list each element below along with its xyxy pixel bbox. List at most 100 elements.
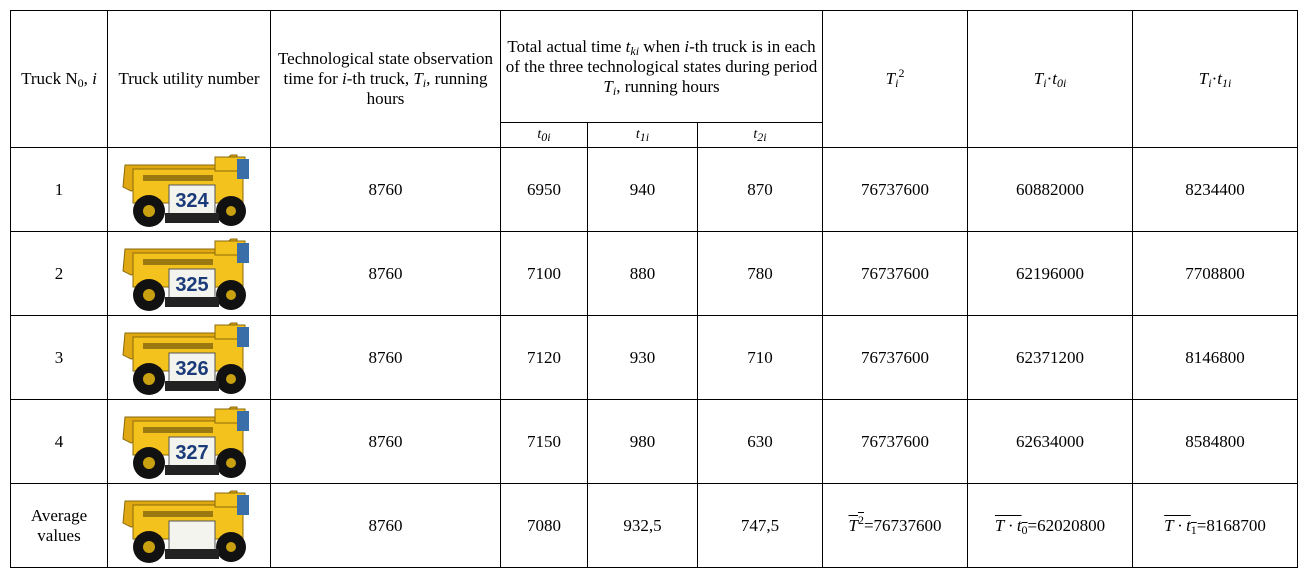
cell-text: 7150 bbox=[527, 432, 561, 451]
text: T bbox=[413, 69, 422, 88]
table-cell: 930 bbox=[588, 316, 698, 400]
truck-part bbox=[226, 206, 236, 216]
cell-text: 7120 bbox=[527, 348, 561, 367]
table-cell: 60882000 bbox=[968, 148, 1133, 232]
cell-text: 8146800 bbox=[1185, 348, 1245, 367]
truck-part bbox=[143, 259, 213, 265]
truck-part bbox=[165, 381, 219, 391]
truck-part bbox=[226, 542, 236, 552]
table-cell: 2 bbox=[11, 232, 108, 316]
image-cell: 327 bbox=[108, 400, 271, 484]
text: T bbox=[1034, 69, 1043, 88]
formula-text: =76737600 bbox=[864, 516, 942, 535]
table-cell: T2=76737600 bbox=[823, 484, 968, 568]
truck-image: 327 bbox=[119, 403, 259, 481]
cell-text: 76737600 bbox=[861, 264, 929, 283]
table-cell: 8146800 bbox=[1133, 316, 1298, 400]
cell-text: 62634000 bbox=[1016, 432, 1084, 451]
cell-text: 7080 bbox=[527, 516, 561, 535]
header-cell: Truck utility number bbox=[108, 11, 271, 148]
truck-image: 326 bbox=[119, 319, 259, 397]
table-cell: 8760 bbox=[271, 484, 501, 568]
text: T bbox=[603, 77, 612, 96]
truck-number: 326 bbox=[175, 358, 208, 380]
table-cell: 747,5 bbox=[698, 484, 823, 568]
cell-text: 7708800 bbox=[1185, 264, 1245, 283]
cell-text: 8760 bbox=[369, 180, 403, 199]
table-cell: 8760 bbox=[271, 400, 501, 484]
text: 2 bbox=[898, 66, 904, 80]
truck-part bbox=[143, 289, 155, 301]
table-cell: 8760 bbox=[271, 148, 501, 232]
table-cell: 7150 bbox=[501, 400, 588, 484]
text: 2i bbox=[757, 130, 766, 144]
cell-text: 76737600 bbox=[861, 180, 929, 199]
table-cell: T · t1=8168700 bbox=[1133, 484, 1298, 568]
cell-text: Average values bbox=[31, 506, 87, 545]
text: -th truck, bbox=[347, 69, 414, 88]
truck-part bbox=[226, 290, 236, 300]
cell-text: 6950 bbox=[527, 180, 561, 199]
header-cell: Total actual time tki when i-th truck is… bbox=[501, 11, 823, 123]
text: ki bbox=[630, 44, 639, 58]
table-cell: 3 bbox=[11, 316, 108, 400]
truck-number: 325 bbox=[175, 274, 208, 296]
formula-text: T · t bbox=[1164, 516, 1191, 535]
cell-text: 62371200 bbox=[1016, 348, 1084, 367]
cell-text: 76737600 bbox=[861, 432, 929, 451]
table-cell: T · t0=62020800 bbox=[968, 484, 1133, 568]
table-cell: 8584800 bbox=[1133, 400, 1298, 484]
text: Truck N bbox=[21, 69, 78, 88]
cell-text: 880 bbox=[630, 264, 656, 283]
truck-part bbox=[143, 511, 213, 517]
text: 0i bbox=[541, 130, 550, 144]
table-cell: 8760 bbox=[271, 232, 501, 316]
truck-part bbox=[237, 327, 249, 347]
table-cell: 932,5 bbox=[588, 484, 698, 568]
text: 1i bbox=[1222, 76, 1231, 90]
text: Total actual time bbox=[507, 37, 625, 56]
truck-part bbox=[143, 427, 213, 433]
text: when bbox=[639, 37, 684, 56]
truck-part bbox=[143, 205, 155, 217]
image-cell: 324 bbox=[108, 148, 271, 232]
cell-text: 2 bbox=[55, 264, 64, 283]
cell-text: 8760 bbox=[369, 516, 403, 535]
cell-text: 8760 bbox=[369, 264, 403, 283]
table-cell: 76737600 bbox=[823, 148, 968, 232]
text: Truck utility number bbox=[118, 69, 259, 88]
cell-text: 710 bbox=[747, 348, 773, 367]
formula-text: =62020800 bbox=[1028, 516, 1106, 535]
cell-text: 980 bbox=[630, 432, 656, 451]
table-cell: 4 bbox=[11, 400, 108, 484]
table-cell: 710 bbox=[698, 316, 823, 400]
table-cell: 7708800 bbox=[1133, 232, 1298, 316]
table-cell: 980 bbox=[588, 400, 698, 484]
truck-image: 325 bbox=[119, 235, 259, 313]
formula-text: T · t bbox=[995, 516, 1022, 535]
table-cell: Average values bbox=[11, 484, 108, 568]
formula-text: =8168700 bbox=[1197, 516, 1266, 535]
cell-text: 630 bbox=[747, 432, 773, 451]
table-cell: 1 bbox=[11, 148, 108, 232]
table-cell: 940 bbox=[588, 148, 698, 232]
table-cell: 880 bbox=[588, 232, 698, 316]
truck-part bbox=[237, 159, 249, 179]
image-cell: 325 bbox=[108, 232, 271, 316]
header-cell: t2i bbox=[698, 123, 823, 148]
truck-part bbox=[143, 457, 155, 469]
truck-part bbox=[165, 549, 219, 559]
cell-text: 76737600 bbox=[861, 348, 929, 367]
text: , bbox=[84, 69, 93, 88]
cell-text: 932,5 bbox=[623, 516, 661, 535]
table-body: 1324876069509408707673760060882000823440… bbox=[11, 148, 1298, 568]
header-cell: Technological state observation time for… bbox=[271, 11, 501, 148]
truck-part bbox=[143, 343, 213, 349]
truck-part bbox=[143, 373, 155, 385]
image-cell: 326 bbox=[108, 316, 271, 400]
table-cell: 7100 bbox=[501, 232, 588, 316]
cell-text: 780 bbox=[747, 264, 773, 283]
truck-part bbox=[169, 521, 215, 551]
cell-text: 8760 bbox=[369, 348, 403, 367]
